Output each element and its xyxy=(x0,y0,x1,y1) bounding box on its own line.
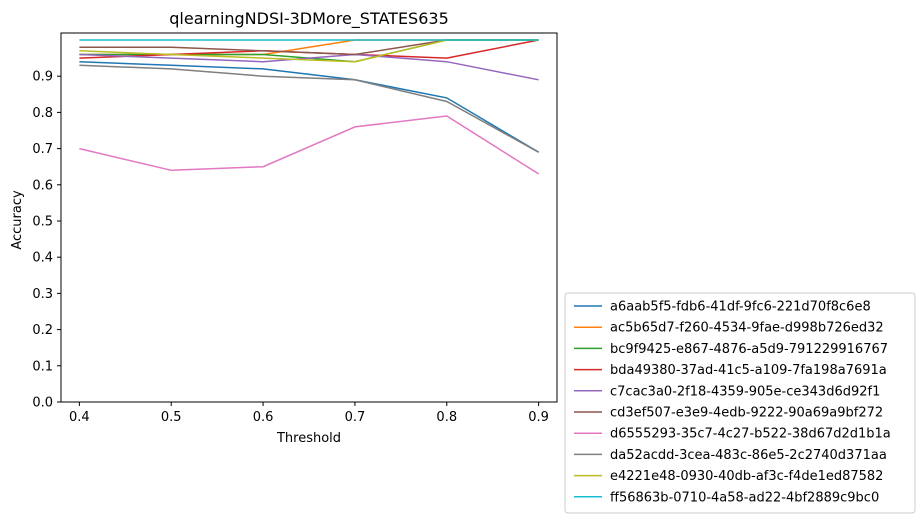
y-tick-label: 0.9 xyxy=(32,70,53,85)
y-tick-label: 0.2 xyxy=(32,323,53,338)
x-tick-label: 0.9 xyxy=(528,410,549,425)
series-line-8 xyxy=(79,64,539,153)
x-axis-label: Threshold xyxy=(276,431,341,446)
y-tick-label: 0.0 xyxy=(32,396,53,411)
legend-label: bda49380-37ad-41c5-a109-7fa198a7691a xyxy=(610,363,887,378)
series-line-5 xyxy=(79,53,539,81)
series-line-7 xyxy=(79,115,540,175)
legend-label: cd3ef507-e3e9-4edb-9222-90a69a9bf272 xyxy=(610,406,883,421)
legend-label: d6555293-35c7-4c27-b522-38d67d2d1b1a xyxy=(610,427,891,442)
y-axis: 0.0 0.1 0.2 0.3 0.4 0.5 0.6 0.7 0.8 0.9 xyxy=(32,70,61,411)
plot-lines xyxy=(79,39,540,175)
x-tick-label: 0.5 xyxy=(161,410,182,425)
y-tick-label: 0.3 xyxy=(32,287,53,302)
plot-frame xyxy=(60,32,558,403)
y-tick-label: 0.5 xyxy=(32,214,53,229)
y-axis-label: Accuracy xyxy=(10,190,25,250)
y-tick-label: 0.6 xyxy=(32,178,53,193)
legend-label: a6aab5f5-fdb6-41df-9fc6-221d70f8c6e8 xyxy=(610,300,871,315)
legend: a6aab5f5-fdb6-41df-9fc6-221d70f8c6e8 ac5b… xyxy=(564,292,916,514)
legend-label: da52acdd-3cea-483c-86e5-2c2740d371aa xyxy=(610,448,887,463)
legend-label: bc9f9425-e867-4876-a5d9-791229916767 xyxy=(610,342,888,357)
y-tick-label: 0.4 xyxy=(32,251,53,266)
y-tick-label: 0.8 xyxy=(32,106,53,121)
legend-label: c7cac3a0-2f18-4359-905e-ce343d6d92f1 xyxy=(610,384,880,399)
x-tick-label: 0.4 xyxy=(69,410,90,425)
legend-label: ac5b65d7-f260-4534-9fae-d998b726ed32 xyxy=(610,321,884,336)
legend-label: ff56863b-0710-4a58-ad22-4bf2889c9bc0 xyxy=(610,490,879,505)
y-tick-label: 0.7 xyxy=(32,142,53,157)
legend-box xyxy=(564,292,916,514)
x-tick-label: 0.8 xyxy=(436,410,457,425)
x-axis: 0.4 0.5 0.6 0.7 0.8 0.9 xyxy=(69,402,549,425)
x-tick-label: 0.7 xyxy=(345,410,366,425)
series-line-4 xyxy=(79,39,539,59)
y-tick-label: 0.1 xyxy=(32,359,53,374)
chart-title: qlearningNDSI-3DMore_STATES635 xyxy=(169,9,449,29)
legend-label: e4221e48-0930-40db-af3c-f4de1ed87582 xyxy=(610,469,883,484)
series-line-1 xyxy=(79,60,539,153)
x-tick-label: 0.6 xyxy=(253,410,274,425)
